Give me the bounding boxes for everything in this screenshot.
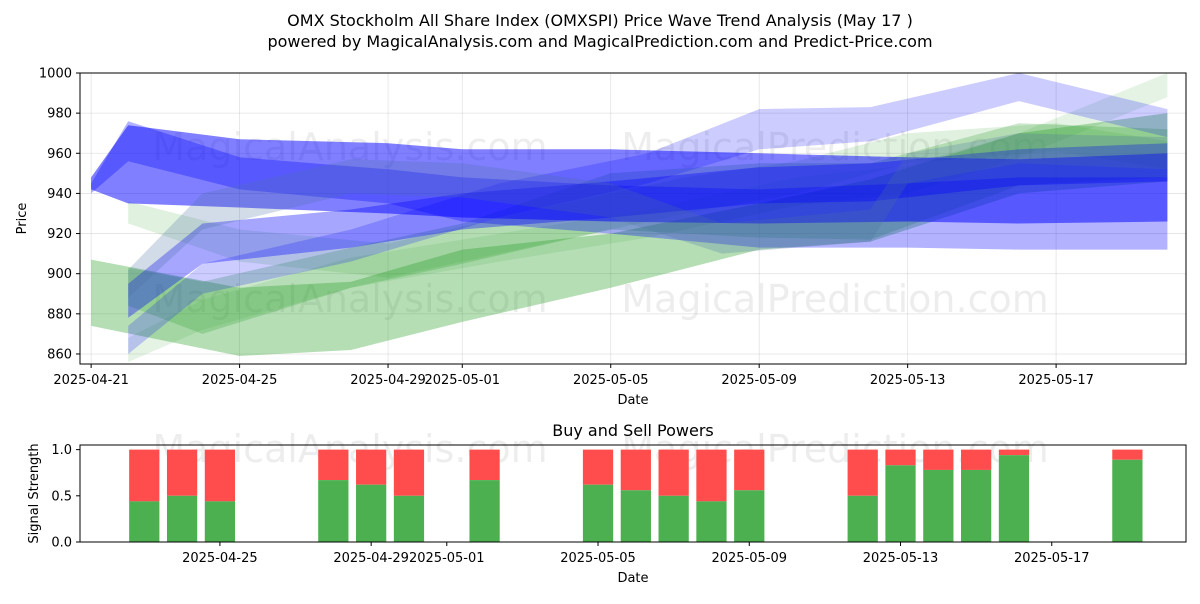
price-band-slate-8: [128, 133, 1168, 298]
buy-bar: [1112, 459, 1143, 542]
sell-bar: [885, 449, 916, 466]
buy-bar: [469, 480, 500, 542]
signal-chart-title: Buy and Sell Powers: [552, 421, 714, 440]
x-tick-label: 2025-05-13: [870, 373, 946, 388]
sell-bar: [998, 449, 1030, 456]
y-tick-label: 980: [47, 107, 72, 122]
buy-bar: [204, 501, 236, 542]
y-tick-label: 860: [47, 347, 72, 362]
buy-bar: [696, 501, 727, 542]
price-band-blue-6: [128, 143, 1168, 318]
price-chart: MagicalAnalysis.com MagicalPrediction.com…: [15, 67, 1187, 408]
signal-plot-frame: [79, 444, 1187, 543]
x-axis-label: Date: [617, 571, 648, 586]
x-tick-label: 2025-05-09: [721, 373, 797, 388]
buy-bar: [318, 480, 349, 542]
y-tick-label: 1.0: [51, 443, 72, 458]
buy-bar: [961, 469, 992, 542]
x-tick-label: 2025-04-21: [53, 373, 129, 388]
x-tick-label: 2025-04-25: [182, 551, 258, 566]
sell-bar: [961, 449, 992, 470]
y-tick-label: 940: [47, 187, 72, 202]
sell-bar: [847, 449, 878, 496]
x-tick-label: 2025-05-13: [863, 551, 939, 566]
y-tick-label: 1000: [39, 67, 72, 82]
sell-bar: [734, 449, 765, 491]
watermark-text: MagicalAnalysis.com: [152, 277, 547, 321]
sell-bar: [923, 449, 954, 470]
sell-bar: [582, 449, 614, 485]
x-tick-label: 2025-04-29: [333, 551, 409, 566]
price-band-blue-5: [91, 121, 1168, 250]
y-axis-label: Signal Strength: [27, 443, 42, 543]
x-tick-label: 2025-04-25: [202, 373, 278, 388]
y-tick-label: 0.0: [51, 536, 72, 551]
signal-chart: MagicalAnalysis.com MagicalPrediction.com…: [27, 421, 1187, 586]
x-tick-label: 2025-05-17: [1014, 551, 1090, 566]
chart-title: OMX Stockholm All Share Index (OMXSPI) P…: [287, 11, 913, 30]
buy-bar: [847, 495, 878, 542]
buy-bar: [658, 495, 689, 542]
sell-bar: [204, 449, 236, 502]
chart-subtitle: powered by MagicalAnalysis.com and Magic…: [267, 32, 932, 51]
price-band-blue-7: [128, 73, 1168, 354]
buy-bar: [393, 495, 425, 542]
buy-bar: [923, 469, 954, 542]
watermark-text: MagicalPrediction.com: [621, 277, 1049, 321]
x-tick-label: 2025-05-05: [560, 551, 636, 566]
y-tick-label: 900: [47, 267, 72, 282]
sell-bar: [469, 449, 500, 481]
x-tick-label: 2025-05-01: [424, 373, 500, 388]
sell-bar: [129, 449, 160, 502]
x-tick-label: 2025-04-29: [350, 373, 426, 388]
buy-bar: [998, 455, 1030, 542]
y-tick-label: 880: [47, 307, 72, 322]
sell-bar: [620, 449, 651, 491]
y-tick-label: 960: [47, 147, 72, 162]
y-tick-label: 920: [47, 227, 72, 242]
buy-bar: [356, 484, 387, 542]
plot-frame: [79, 72, 1187, 365]
buy-bar: [734, 490, 765, 542]
buy-bar: [885, 465, 916, 542]
x-tick-label: 2025-05-01: [409, 551, 485, 566]
sell-bar: [393, 449, 425, 496]
y-tick-label: 0.5: [51, 489, 72, 504]
x-tick-label: 2025-05-05: [573, 373, 649, 388]
sell-bar: [166, 449, 198, 496]
x-axis-label: Date: [617, 393, 648, 408]
sell-bar: [318, 449, 349, 481]
buy-bar: [582, 484, 614, 542]
price-band-blue-4: [91, 125, 1168, 224]
x-tick-label: 2025-05-09: [711, 551, 787, 566]
buy-bar: [129, 501, 160, 542]
sell-bar: [356, 449, 387, 485]
buy-bar: [166, 495, 198, 542]
sell-bar: [1112, 449, 1143, 460]
sell-bar: [696, 449, 727, 502]
x-tick-label: 2025-05-17: [1018, 373, 1094, 388]
y-axis-label: Price: [15, 203, 30, 235]
buy-bar: [620, 490, 651, 542]
sell-bar: [658, 449, 689, 496]
